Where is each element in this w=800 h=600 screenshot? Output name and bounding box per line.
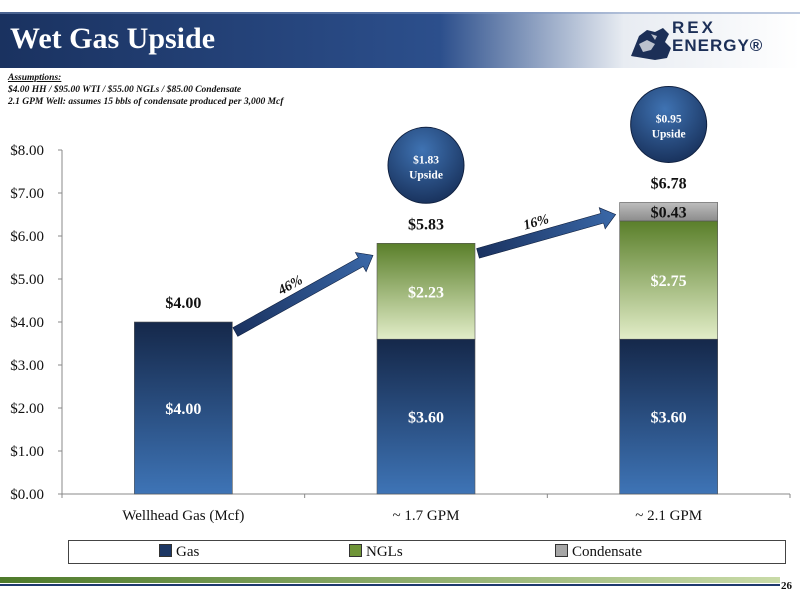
bar-value-label-gas: $3.60 [408, 410, 444, 427]
y-tick-label: $7.00 [10, 186, 44, 202]
bar-total-label: $4.00 [165, 295, 201, 312]
assumptions-note: Assumptions: $4.00 HH / $95.00 WTI / $55… [8, 72, 283, 108]
upside-bubble-value: $0.95 [656, 112, 682, 125]
logo-text-energy: ENERGY® [672, 36, 764, 55]
x-category-label: ~ 2.1 GPM [635, 508, 702, 524]
upside-bubble-value: $1.83 [413, 153, 439, 166]
y-tick-label: $3.00 [10, 358, 44, 374]
x-category-label: ~ 1.7 GPM [393, 508, 460, 524]
legend-swatch-gas [159, 544, 172, 557]
growth-arrow: 16% [476, 207, 617, 259]
y-tick-label: $1.00 [10, 444, 44, 460]
y-tick-label: $4.00 [10, 315, 44, 331]
bar-segment-gas [134, 321, 233, 495]
legend-label-condensate: Condensate [572, 544, 642, 560]
bar-segment-condensate [619, 202, 718, 222]
upside-bubble-label: Upside [409, 169, 443, 181]
bar-value-label-condensate: $0.43 [651, 205, 687, 222]
growth-arrow-label: 16% [522, 212, 551, 233]
legend-item-condensate: Condensate [555, 544, 642, 561]
x-category-label: Wellhead Gas (Mcf) [122, 508, 244, 524]
bar-value-label-gas: $3.60 [651, 410, 687, 427]
y-tick-label: $5.00 [10, 272, 44, 288]
upside-bubble [387, 126, 465, 204]
bar-segment-ngls [619, 220, 718, 340]
growth-arrow: 46% [232, 252, 374, 337]
legend-label-gas: Gas [176, 544, 200, 560]
y-tick-label: $8.00 [10, 143, 44, 159]
legend-swatch-ngls [349, 544, 362, 557]
bar-value-label-ngls: $2.23 [408, 284, 444, 301]
bar-segment-gas [619, 338, 718, 495]
upside-bubble [630, 85, 708, 163]
title-banner [0, 12, 800, 68]
bar-total-label: $6.78 [651, 175, 687, 192]
annotations-layer: 46% 16% $1.83 Upside $0.95 Upside [232, 85, 708, 337]
growth-arrow-shape [476, 207, 617, 259]
assumptions-line-1: $4.00 HH / $95.00 WTI / $55.00 NGLs / $8… [8, 85, 242, 95]
page-number: 26 [781, 580, 792, 592]
bar-total-label: $5.83 [408, 216, 444, 233]
y-tick-label: $6.00 [10, 229, 44, 245]
upside-bubble-label: Upside [652, 128, 686, 140]
logo-text-rex: REX [672, 18, 716, 37]
y-tick-label: $0.00 [10, 487, 44, 503]
bar-segment-gas [376, 338, 476, 495]
growth-arrow-shape [232, 252, 374, 337]
y-tick-label: $2.00 [10, 401, 44, 417]
slide-title: Wet Gas Upside [10, 22, 216, 55]
chart-legend: Gas NGLs Condensate [68, 540, 786, 564]
rex-energy-logo [631, 28, 671, 60]
bar-value-label-ngls: $2.75 [651, 273, 687, 290]
banner-background [0, 12, 800, 68]
assumptions-heading: Assumptions: [8, 73, 62, 83]
footer-rule [0, 577, 780, 586]
bar-value-label-gas: $4.00 [165, 401, 201, 418]
bar-segment-ngls [376, 243, 476, 340]
assumptions-line-2: 2.1 GPM Well: assumes 15 bbls of condens… [8, 97, 284, 107]
legend-swatch-condensate [555, 544, 568, 557]
legend-item-gas: Gas [159, 544, 199, 561]
legend-item-ngls: NGLs [349, 544, 403, 561]
bars-layer: $4.00 $4.00 $3.60 $2.23 $5.83 $3.60 $2.75 $0.43… [134, 175, 718, 495]
legend-label-ngls: NGLs [366, 544, 403, 560]
